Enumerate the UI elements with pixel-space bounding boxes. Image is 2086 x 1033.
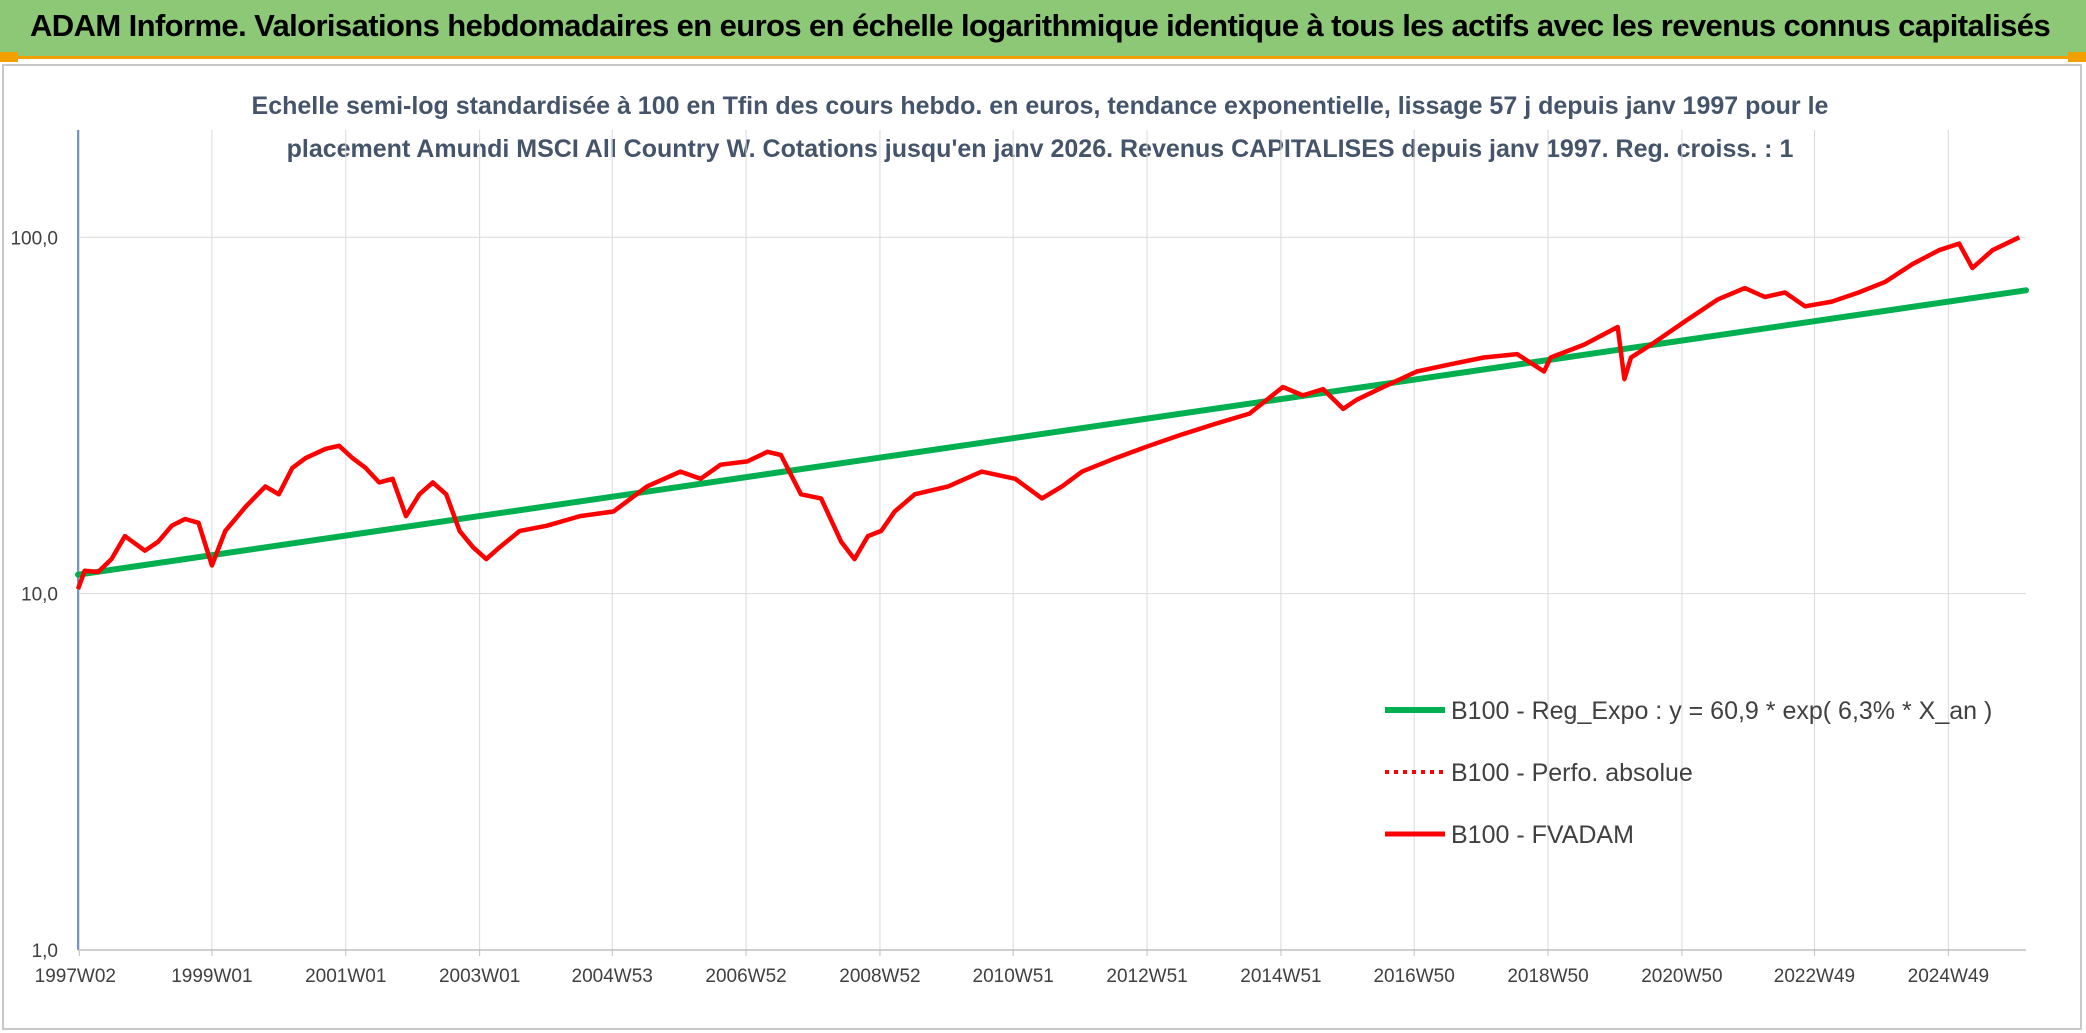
legend-label-0: B100 - Reg_Expo : y = 60,9 * exp( 6,3% *… bbox=[1451, 697, 1992, 725]
x-tick-label: 2018W50 bbox=[1507, 966, 1588, 987]
x-tick-label: 2010W51 bbox=[973, 966, 1054, 987]
horizontal-gridlines bbox=[78, 236, 2026, 951]
x-tick-label: 2012W51 bbox=[1106, 966, 1187, 987]
corner-mark-left bbox=[0, 52, 18, 62]
report-header: ADAM Informe. Valorisations hebdomadaire… bbox=[0, 0, 2086, 59]
x-tick-label: 2001W01 bbox=[305, 966, 386, 987]
y-tick-label: 1,0 bbox=[32, 941, 58, 962]
x-tick-label: 2004W53 bbox=[572, 966, 653, 987]
chart-subtitle: Echelle semi-log standardisée à 100 en T… bbox=[252, 92, 1829, 163]
x-tick-label: 2006W52 bbox=[705, 966, 786, 987]
legend-label-2: B100 - FVADAM bbox=[1451, 821, 1634, 849]
corner-mark-right bbox=[2068, 52, 2086, 62]
x-tick-label: 2003W01 bbox=[439, 966, 520, 987]
x-axis: 1997W02 1999W01 2001W01 2003W01 2004W53 2006W… bbox=[35, 949, 2026, 987]
x-tick-label: 2024W49 bbox=[1908, 966, 1989, 987]
chart-frame bbox=[2, 64, 2082, 1030]
subtitle-line-2: placement Amundi MSCI All Country W. Cot… bbox=[287, 135, 1794, 163]
y-tick-label: 100,0 bbox=[10, 228, 58, 249]
x-tick-label: 2014W51 bbox=[1240, 966, 1321, 987]
legend-label-1: B100 - Perfo. absolue bbox=[1451, 759, 1693, 787]
x-tick-label: 2008W52 bbox=[839, 966, 920, 987]
x-tick-label: 1997W02 bbox=[35, 966, 116, 987]
x-tick-label: 2020W50 bbox=[1641, 966, 1722, 987]
x-tick-label: 2022W49 bbox=[1774, 966, 1855, 987]
subtitle-line-1: Echelle semi-log standardisée à 100 en T… bbox=[252, 92, 1829, 120]
series-line-fvadam bbox=[75, 235, 2021, 590]
vertical-gridlines bbox=[78, 130, 1949, 950]
y-axis: 1,0 10,0 100,0 bbox=[10, 130, 79, 962]
x-tick-label: 1999W01 bbox=[171, 966, 252, 987]
report-title: ADAM Informe. Valorisations hebdomadaire… bbox=[30, 8, 2051, 43]
chart-legend: B100 - Reg_Expo : y = 60,9 * exp( 6,3% *… bbox=[1385, 697, 1992, 849]
series-layer bbox=[75, 235, 2029, 590]
y-tick-label: 10,0 bbox=[21, 585, 58, 606]
x-tick-label: 2016W50 bbox=[1373, 966, 1454, 987]
series-line-reg-expo bbox=[75, 287, 2029, 578]
